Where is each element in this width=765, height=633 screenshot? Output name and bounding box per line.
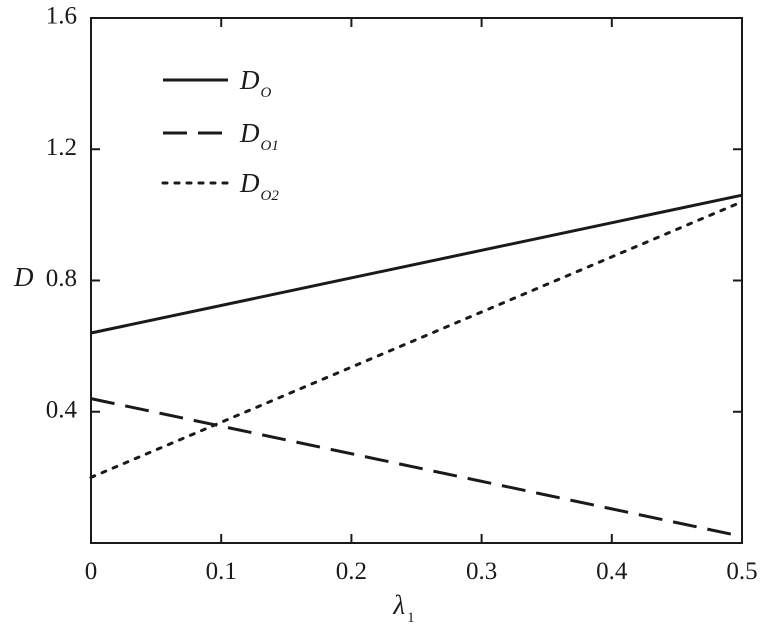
legend-label: DO2 — [239, 168, 279, 204]
legend-label: DO — [239, 65, 272, 101]
x-tick-label: 0.3 — [466, 558, 497, 585]
x-axis-label-main: λ — [392, 590, 405, 620]
series-line-dotted — [89, 200, 744, 479]
y-tick-label: 1.6 — [46, 3, 77, 30]
legend-label-subscript: O — [261, 85, 272, 101]
x-tick-label: 0.1 — [206, 558, 237, 585]
x-tick-label: 0.4 — [596, 558, 628, 585]
x-tick-label: 0.5 — [726, 558, 757, 585]
x-tick-label: 0 — [85, 558, 98, 585]
legend-label-subscript: O1 — [261, 138, 279, 154]
legend-label-subscript: O2 — [261, 188, 280, 204]
x-tick-label: 0.2 — [336, 558, 367, 585]
y-tick-label: 0.8 — [46, 265, 77, 292]
legend-label-main: D — [239, 168, 260, 198]
legend-label: DO1 — [239, 118, 279, 154]
legend-label-main: D — [239, 118, 260, 148]
series-lines — [89, 193, 744, 538]
y-tick-label: 0.4 — [46, 396, 78, 423]
legend-label-main: D — [239, 65, 260, 95]
axis-ticks: 0 0.1 0.2 0.3 0.4 0.5 0.4 0.8 1.2 1.6 — [46, 3, 758, 585]
plot-frame — [90, 17, 743, 544]
series-line-dashed — [90, 397, 743, 538]
series-line-solid — [90, 193, 743, 335]
y-axis-label: D — [13, 262, 34, 292]
y-tick-label: 1.2 — [46, 134, 77, 161]
x-axis-label-subscript: 1 — [407, 610, 415, 626]
